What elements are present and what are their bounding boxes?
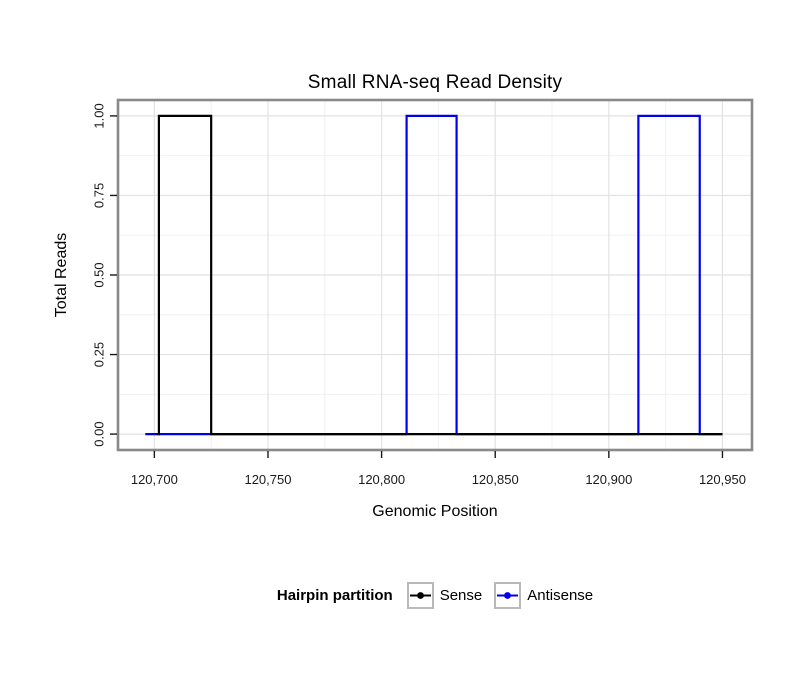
y-tick-label: 0.75 xyxy=(91,183,106,208)
legend-label-sense: Sense xyxy=(439,587,483,604)
y-tick-label: 0.25 xyxy=(91,342,106,367)
y-tick-label: 0.00 xyxy=(91,421,106,446)
x-tick-label: 120,900 xyxy=(585,472,632,487)
legend-label-antisense: Antisense xyxy=(527,587,594,604)
legend-key-antisense xyxy=(494,582,522,609)
legend-key-sense xyxy=(406,582,434,609)
panel-border xyxy=(116,98,754,452)
chart-title: Small RNA-seq Read Density xyxy=(307,72,563,93)
x-axis-title: Genomic Position xyxy=(372,503,498,520)
legend: Hairpin partition Sense Antisense xyxy=(88,582,782,609)
y-tick-label: 0.50 xyxy=(91,262,106,287)
x-tick-label: 120,700 xyxy=(131,472,178,487)
legend-item-antisense: Antisense xyxy=(494,582,593,609)
x-tick-label: 120,850 xyxy=(472,472,519,487)
sense-line-icon xyxy=(409,592,431,599)
y-axis-title: Total Reads xyxy=(53,232,70,318)
x-tick-label: 120,950 xyxy=(699,472,746,487)
antisense-line-icon xyxy=(497,592,519,599)
x-tick-label: 120,750 xyxy=(244,472,291,487)
y-tick-label: 1.00 xyxy=(91,103,106,128)
x-tick-label: 120,800 xyxy=(358,472,405,487)
legend-title: Hairpin partition xyxy=(276,587,393,604)
series-line-sense xyxy=(156,114,723,436)
plot-area: 120,700 120,750 120,800 120,850 120,900 120,9… xyxy=(91,98,754,487)
legend-item-sense: Sense xyxy=(406,582,483,609)
